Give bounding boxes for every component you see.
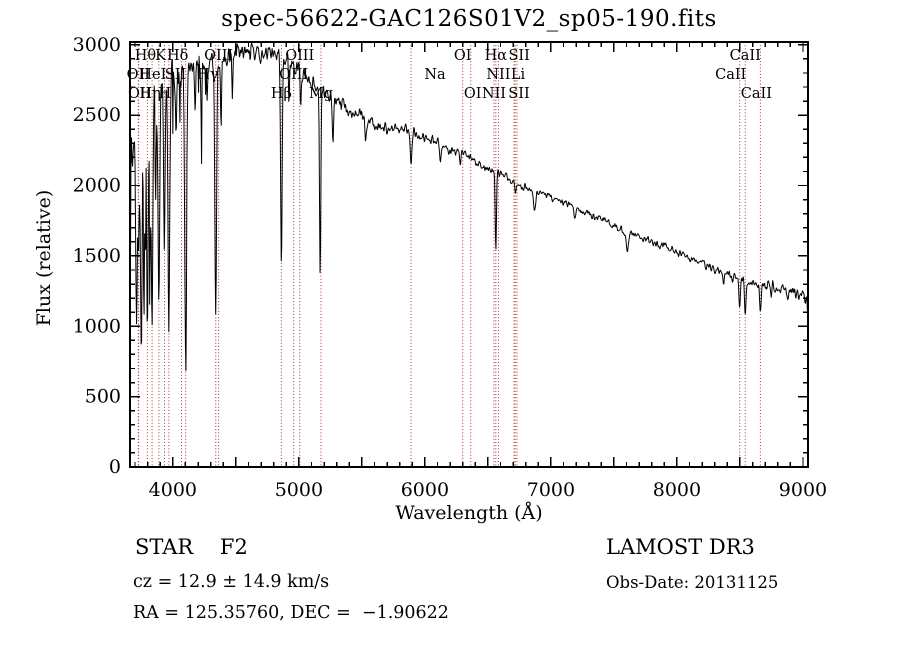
x-tick-label: 9000: [779, 479, 827, 501]
spectral-line-label: SII: [508, 48, 529, 64]
spectral-line-label: Hθ: [135, 48, 156, 64]
x-tick-label: 4000: [149, 479, 197, 501]
spectral-line-label: Hδ: [167, 48, 188, 64]
y-axis-label: Flux (relative): [33, 189, 55, 327]
x-tick-label: 5000: [275, 479, 323, 501]
spectral-line-label: Hβ: [271, 86, 292, 102]
plot-box: [129, 41, 809, 468]
spectral-line-label: SII: [165, 67, 186, 83]
y-tick-label: 1000: [73, 315, 121, 337]
x-axis-label: Wavelength (Å): [395, 502, 543, 524]
y-tick-label: 0: [109, 456, 121, 478]
cz-text: cz = 12.9 ± 14.9 km/s: [133, 572, 330, 592]
spectral-line-label: CaII: [730, 48, 761, 64]
spectral-line-label: K: [155, 48, 167, 64]
object-class-text: STAR F2: [135, 535, 248, 559]
y-tick-label: 2500: [73, 104, 121, 126]
survey-text: LAMOST DR3: [606, 535, 755, 559]
x-tick-label: 8000: [653, 479, 701, 501]
ra-dec-text: RA = 125.35760, DEC = −1.90622: [133, 603, 449, 623]
spectral-line-label: OI: [464, 86, 482, 102]
spectral-line-label: Li: [511, 67, 526, 83]
spectral-line-label: Hα: [485, 48, 508, 64]
spectral-line-label: Mg: [309, 86, 333, 102]
x-tick-label: 7000: [527, 479, 575, 501]
spectral-line-label: OIII: [279, 67, 308, 83]
spectral-line-label: NII: [482, 86, 506, 102]
spectral-line-label: Hγ: [197, 67, 218, 83]
spectral-line-label: OII: [128, 86, 151, 102]
spectral-line-label: CaII: [741, 86, 772, 102]
spectral-line-label: OI: [454, 48, 472, 64]
page-title: spec-56622-GAC126S01V2_sp05-190.fits: [221, 6, 717, 32]
spectral-line-label: HeI: [139, 67, 166, 83]
y-tick-label: 2000: [73, 175, 121, 197]
spectral-line-label: NII: [486, 67, 510, 83]
spectrum-trace: [129, 42, 809, 462]
spectral-line-label: OII: [127, 67, 150, 83]
y-tick-label: 500: [85, 386, 121, 408]
x-tick-label: 6000: [401, 479, 449, 501]
y-tick-label: 3000: [73, 34, 121, 56]
spectral-line-label: H: [159, 86, 172, 102]
spectral-line-label: Hη: [139, 86, 160, 102]
spectral-line-label: SII: [508, 86, 529, 102]
spectral-line-label: CaII: [715, 67, 746, 83]
obs-date-text: Obs-Date: 20131125: [606, 573, 779, 592]
y-tick-label: 1500: [73, 245, 121, 267]
spectral-line-label: OIII: [285, 48, 314, 64]
spectral-line-label: OIII: [204, 48, 233, 64]
spectral-line-label: Na: [424, 67, 446, 83]
